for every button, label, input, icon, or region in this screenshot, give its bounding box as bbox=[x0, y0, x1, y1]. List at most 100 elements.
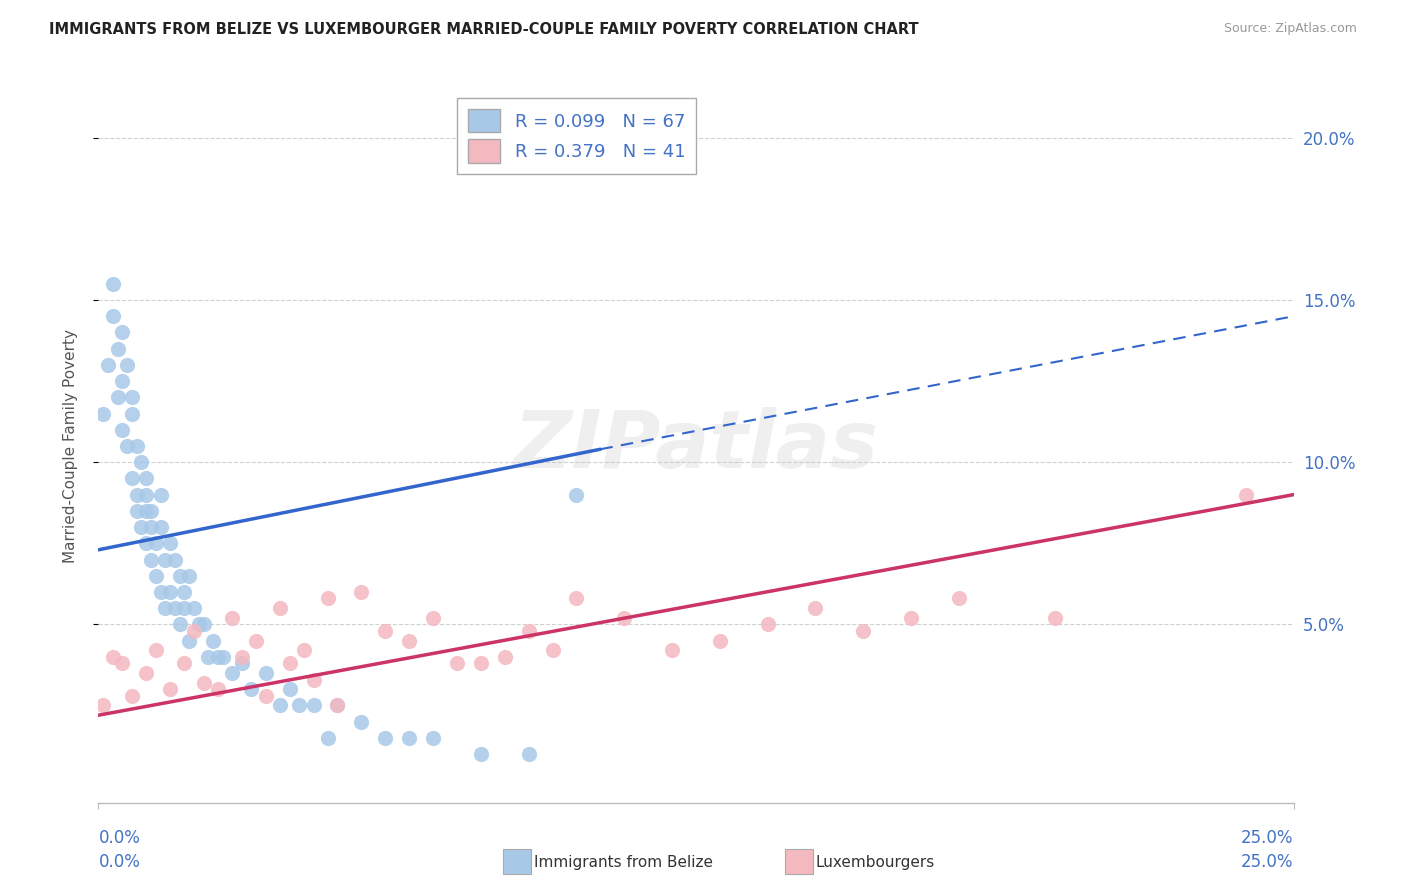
Point bbox=[470, 747, 492, 761]
Point bbox=[207, 682, 229, 697]
Point bbox=[422, 731, 444, 745]
Point bbox=[179, 568, 201, 582]
Point bbox=[187, 617, 209, 632]
Point bbox=[125, 504, 148, 518]
Legend: R = 0.099   N = 67, R = 0.379   N = 41: R = 0.099 N = 67, R = 0.379 N = 41 bbox=[457, 98, 696, 174]
Point bbox=[565, 591, 588, 606]
Point bbox=[292, 643, 315, 657]
Point bbox=[517, 624, 540, 638]
Point bbox=[302, 698, 325, 713]
Point bbox=[179, 633, 201, 648]
Point bbox=[709, 633, 731, 648]
Point bbox=[269, 698, 291, 713]
Point bbox=[111, 374, 134, 388]
Point bbox=[470, 657, 492, 671]
Text: 0.0%: 0.0% bbox=[98, 829, 141, 847]
Point bbox=[245, 633, 267, 648]
Point bbox=[211, 649, 233, 664]
Point bbox=[107, 390, 129, 404]
Point bbox=[316, 731, 339, 745]
Point bbox=[115, 358, 138, 372]
Point bbox=[231, 657, 253, 671]
Point bbox=[155, 601, 177, 615]
Text: Immigrants from Belize: Immigrants from Belize bbox=[534, 855, 713, 870]
Point bbox=[163, 552, 186, 566]
Point bbox=[111, 657, 134, 671]
Point bbox=[900, 611, 922, 625]
Point bbox=[125, 439, 148, 453]
Point bbox=[135, 536, 157, 550]
Point bbox=[121, 689, 143, 703]
Point bbox=[111, 326, 134, 340]
Point bbox=[316, 591, 339, 606]
Point bbox=[139, 504, 162, 518]
Point bbox=[288, 698, 311, 713]
Point bbox=[756, 617, 779, 632]
Point bbox=[121, 390, 143, 404]
Point bbox=[159, 682, 181, 697]
Point bbox=[207, 649, 229, 664]
Point bbox=[111, 423, 134, 437]
Text: Luxembourgers: Luxembourgers bbox=[815, 855, 935, 870]
Point bbox=[302, 673, 325, 687]
Point bbox=[254, 666, 277, 681]
Point bbox=[374, 624, 396, 638]
Point bbox=[101, 310, 124, 324]
Text: IMMIGRANTS FROM BELIZE VS LUXEMBOURGER MARRIED-COUPLE FAMILY POVERTY CORRELATION: IMMIGRANTS FROM BELIZE VS LUXEMBOURGER M… bbox=[49, 22, 920, 37]
Point bbox=[131, 455, 153, 469]
Point bbox=[121, 471, 143, 485]
Point bbox=[278, 657, 301, 671]
Point bbox=[159, 585, 181, 599]
Point bbox=[278, 682, 301, 697]
Point bbox=[91, 698, 114, 713]
Point bbox=[101, 649, 124, 664]
Point bbox=[183, 601, 205, 615]
Point bbox=[139, 552, 162, 566]
Point bbox=[169, 617, 191, 632]
Point bbox=[173, 585, 195, 599]
Point bbox=[350, 585, 373, 599]
Point bbox=[135, 666, 157, 681]
Point bbox=[326, 698, 349, 713]
Point bbox=[1234, 488, 1257, 502]
Point bbox=[173, 657, 195, 671]
Point bbox=[350, 714, 373, 729]
Point bbox=[91, 407, 114, 421]
Point bbox=[326, 698, 349, 713]
Text: 25.0%: 25.0% bbox=[1241, 829, 1294, 847]
Point bbox=[446, 657, 468, 671]
Point bbox=[804, 601, 827, 615]
Point bbox=[101, 277, 124, 291]
Point bbox=[135, 471, 157, 485]
Text: 0.0%: 0.0% bbox=[98, 853, 141, 871]
Point bbox=[139, 520, 162, 534]
Point bbox=[517, 747, 540, 761]
Point bbox=[254, 689, 277, 703]
Point bbox=[135, 488, 157, 502]
Point bbox=[494, 649, 516, 664]
Point bbox=[97, 358, 120, 372]
Point bbox=[149, 520, 172, 534]
Point bbox=[163, 601, 186, 615]
Point bbox=[145, 643, 167, 657]
Text: ZIPatlas: ZIPatlas bbox=[513, 407, 879, 485]
Point bbox=[193, 675, 215, 690]
Point bbox=[613, 611, 636, 625]
Point bbox=[240, 682, 263, 697]
Point bbox=[193, 617, 215, 632]
Point bbox=[125, 488, 148, 502]
Point bbox=[398, 731, 420, 745]
Point bbox=[221, 666, 243, 681]
Point bbox=[948, 591, 970, 606]
Point bbox=[661, 643, 683, 657]
Point bbox=[121, 407, 143, 421]
Point bbox=[131, 520, 153, 534]
Point bbox=[183, 624, 205, 638]
Point bbox=[115, 439, 138, 453]
Point bbox=[202, 633, 225, 648]
Point bbox=[565, 488, 588, 502]
Point bbox=[541, 643, 564, 657]
Point bbox=[149, 585, 172, 599]
Point bbox=[155, 552, 177, 566]
Y-axis label: Married-Couple Family Poverty: Married-Couple Family Poverty bbox=[63, 329, 77, 563]
